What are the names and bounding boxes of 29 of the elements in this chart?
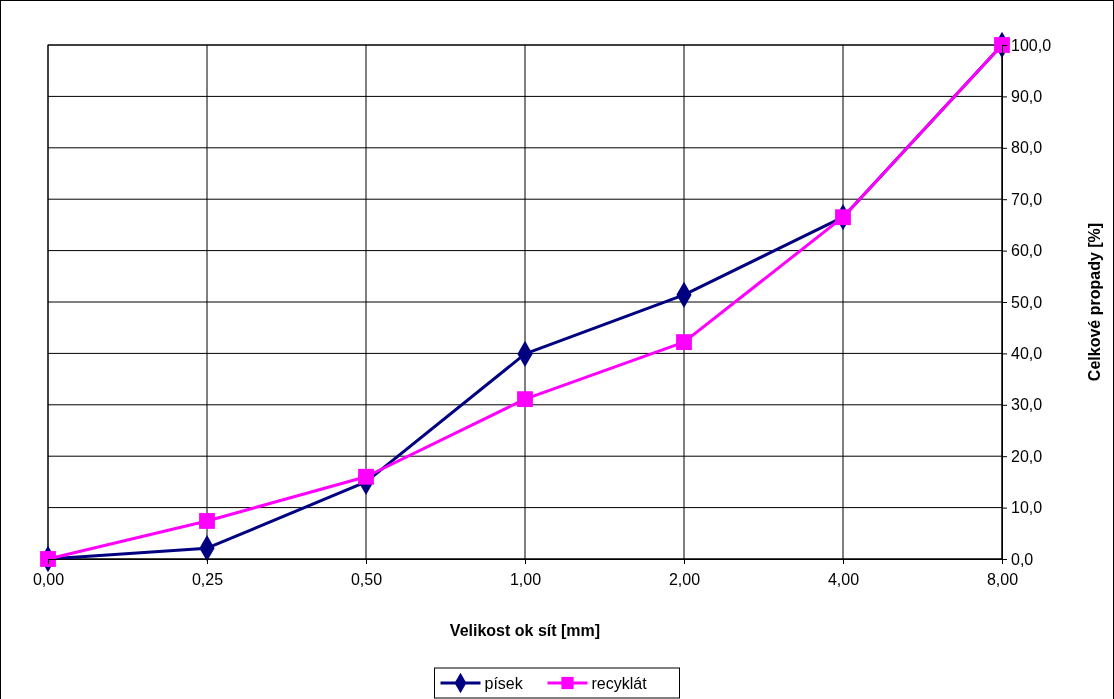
point	[40, 551, 56, 567]
y-tick-label: 0,0	[1011, 550, 1034, 568]
legend-label: písek	[484, 675, 524, 692]
y-tick-label: 30,0	[1011, 396, 1043, 414]
point	[358, 468, 374, 485]
point	[994, 37, 1010, 53]
y-axis-title: Celkové propady [%]	[1086, 222, 1103, 382]
y-tick-label: 50,0	[1011, 293, 1043, 311]
x-tick-label: 8,00	[986, 570, 1019, 588]
y-tick-label: 80,0	[1011, 139, 1043, 157]
y-tick-label: 40,0	[1011, 345, 1043, 363]
y-tick-label: 10,0	[1011, 499, 1043, 517]
x-axis-title: Velikost ok sít [mm]	[449, 622, 601, 639]
legend-label: recyklát	[591, 675, 648, 692]
y-tick-label: 100,0	[1011, 36, 1052, 54]
x-tick-label: 2,00	[668, 570, 701, 588]
x-tick-label: 0,25	[191, 570, 224, 588]
y-tick-label: 90,0	[1011, 88, 1043, 106]
x-tick-label: 0,50	[350, 570, 383, 588]
x-tick-label: 0,00	[32, 570, 65, 588]
point	[517, 391, 533, 408]
point	[676, 334, 692, 350]
point	[835, 209, 851, 226]
x-tick-label: 1,00	[509, 570, 542, 588]
y-tick-label: 20,0	[1011, 447, 1043, 465]
point	[199, 513, 215, 529]
y-tick-label: 70,0	[1011, 190, 1043, 208]
y-tick-label: 60,0	[1011, 242, 1043, 260]
x-tick-label: 4,00	[827, 570, 860, 588]
